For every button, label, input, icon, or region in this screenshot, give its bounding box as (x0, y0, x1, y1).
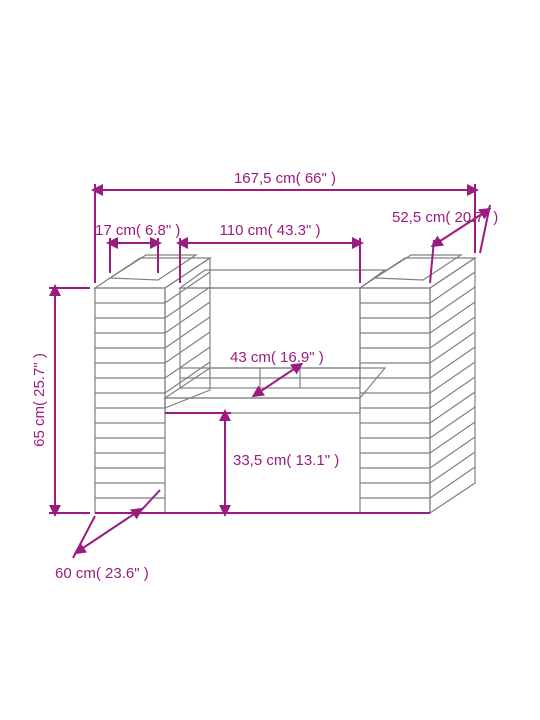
dim-width-total: 167,5 cm( 66" ) (234, 170, 336, 187)
dim-planter-depth: 52,5 cm( 20.7" ) (392, 209, 498, 226)
dim-line-seat-depth (255, 365, 300, 395)
dim-seat-h: 33,5 cm( 13.1" ) (233, 452, 339, 469)
dim-seat-w: 110 cm( 43.3" ) (220, 222, 321, 239)
dim-seat-depth: 43 cm( 16.9" ) (230, 349, 324, 366)
left-planter-slats (95, 303, 165, 498)
bench-outline (95, 255, 475, 513)
dim-overall-depth: 60 cm( 23.6" ) (55, 565, 149, 582)
right-planter-slats (360, 303, 430, 498)
dim-planter-inner-w: 17 cm( 6.8" ) (95, 222, 180, 239)
dim-total-h: 65 cm( 25.7" ) (31, 353, 48, 447)
